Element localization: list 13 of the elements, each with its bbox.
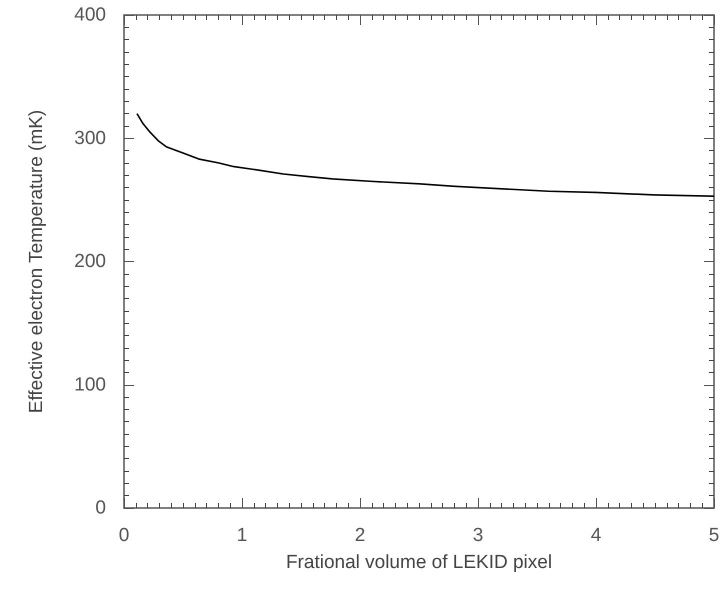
y-tick-label: 200	[74, 251, 106, 272]
y-tick-label: 300	[74, 128, 106, 149]
y-axis-title: Effective electron Temperature (mK)	[26, 110, 47, 414]
y-tick-label: 100	[74, 374, 106, 396]
x-tick-label: 1	[236, 525, 248, 546]
x-axis-title: Frational volume of LEKID pixel	[286, 552, 552, 573]
x-tick-label: 3	[472, 525, 484, 546]
y-tick-label: 400	[74, 4, 106, 26]
x-tick-label: 4	[590, 525, 602, 546]
x-tick-label: 0	[118, 525, 130, 546]
y-tick-label: 0	[95, 498, 106, 518]
x-tick-label: 2	[354, 525, 366, 546]
x-tick-label: 5	[708, 525, 720, 546]
